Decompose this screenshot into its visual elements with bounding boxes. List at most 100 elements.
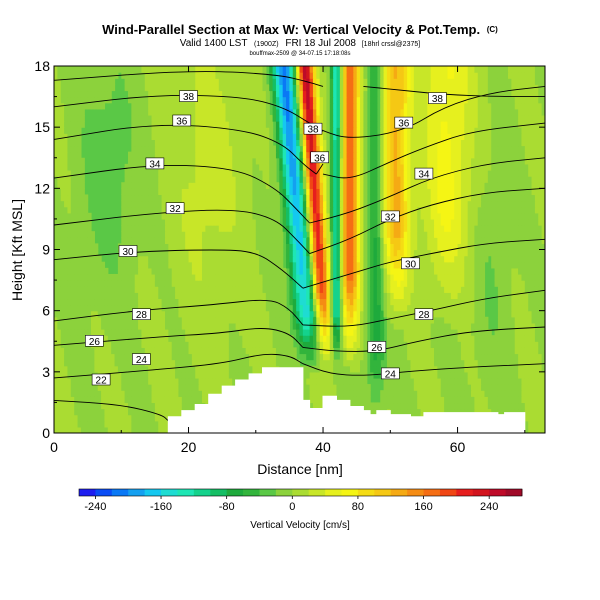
velocity-cell <box>541 359 545 367</box>
velocity-cell <box>138 390 143 397</box>
velocity-cell <box>471 316 475 324</box>
velocity-cell <box>121 420 126 428</box>
velocity-cell <box>467 371 472 379</box>
velocity-cell <box>198 316 203 324</box>
velocity-cell <box>121 298 126 306</box>
velocity-cell <box>481 316 486 324</box>
velocity-cell <box>353 249 358 257</box>
velocity-cell <box>306 316 311 324</box>
velocity-cell <box>299 304 304 312</box>
velocity-cell <box>373 322 378 330</box>
velocity-cell <box>141 218 146 226</box>
velocity-cell <box>454 231 459 238</box>
velocity-cell <box>343 353 348 361</box>
velocity-cell <box>511 286 516 293</box>
velocity-cell <box>524 377 529 385</box>
velocity-cell <box>393 286 398 293</box>
velocity-cell <box>67 225 72 232</box>
velocity-cell <box>252 335 257 342</box>
velocity-cell <box>353 329 358 336</box>
velocity-cell <box>306 225 311 232</box>
velocity-cell <box>259 347 264 355</box>
velocity-cell <box>80 304 85 312</box>
velocity-cell <box>538 371 543 379</box>
velocity-cell <box>309 243 314 251</box>
velocity-cell <box>296 322 301 330</box>
velocity-cell <box>343 384 348 391</box>
velocity-cell <box>319 218 324 226</box>
velocity-cell <box>161 402 166 410</box>
velocity-cell <box>504 286 509 293</box>
velocity-cell <box>497 408 502 416</box>
velocity-cell <box>434 341 438 348</box>
velocity-cell <box>282 212 287 220</box>
velocity-cell <box>410 218 415 226</box>
velocity-cell <box>467 408 472 416</box>
velocity-cell <box>541 335 545 342</box>
velocity-cell <box>346 298 351 306</box>
velocity-cell <box>504 255 509 263</box>
velocity-cell <box>97 329 102 336</box>
velocity-cell <box>427 408 432 416</box>
velocity-cell <box>457 322 462 330</box>
velocity-cell <box>400 353 405 361</box>
velocity-cell <box>474 359 479 367</box>
velocity-cell <box>144 249 149 257</box>
velocity-cell <box>188 212 193 220</box>
velocity-cell <box>528 390 533 397</box>
velocity-cell <box>450 347 455 355</box>
velocity-cell <box>138 280 143 287</box>
velocity-cell <box>188 353 193 361</box>
velocity-cell <box>464 304 469 312</box>
velocity-cell <box>131 212 136 220</box>
velocity-cell <box>70 225 75 232</box>
velocity-cell <box>312 218 317 226</box>
velocity-cell <box>302 329 307 336</box>
velocity-cell <box>228 261 233 269</box>
velocity-cell <box>373 402 378 410</box>
velocity-cell <box>164 420 169 428</box>
velocity-cell <box>131 255 136 263</box>
velocity-cell <box>94 408 99 416</box>
velocity-cell <box>501 225 506 232</box>
velocity-cell <box>420 249 425 257</box>
velocity-cell <box>279 341 284 348</box>
velocity-cell <box>238 267 243 275</box>
velocity-cell <box>265 212 270 220</box>
velocity-cell <box>158 341 163 348</box>
velocity-cell <box>434 396 438 404</box>
velocity-cell <box>80 347 85 355</box>
velocity-cell <box>400 371 405 379</box>
velocity-cell <box>481 218 486 226</box>
velocity-cell <box>175 322 180 330</box>
velocity-cell <box>323 316 327 324</box>
velocity-cell <box>306 396 311 404</box>
velocity-cell <box>198 218 203 226</box>
velocity-cell <box>275 267 280 275</box>
velocity-cell <box>316 402 321 410</box>
velocity-cell <box>474 341 479 348</box>
velocity-cell <box>228 322 233 330</box>
velocity-cell <box>255 316 260 324</box>
velocity-cell <box>279 316 284 324</box>
velocity-cell <box>117 365 122 373</box>
velocity-cell <box>235 322 240 330</box>
velocity-cell <box>201 335 206 342</box>
velocity-cell <box>252 292 257 300</box>
velocity-cell <box>383 304 388 312</box>
velocity-cell <box>64 237 69 244</box>
velocity-cell <box>185 329 190 336</box>
velocity-cell <box>312 225 317 232</box>
velocity-cell <box>104 408 109 416</box>
velocity-cell <box>262 316 267 324</box>
velocity-cell <box>77 365 82 373</box>
velocity-cell <box>181 310 186 318</box>
velocity-cell <box>269 225 274 232</box>
velocity-cell <box>70 280 75 287</box>
velocity-cell <box>410 329 415 336</box>
velocity-cell <box>397 341 401 348</box>
velocity-cell <box>57 335 62 342</box>
velocity-cell <box>212 237 217 244</box>
velocity-cell <box>225 341 230 348</box>
velocity-cell <box>64 292 69 300</box>
